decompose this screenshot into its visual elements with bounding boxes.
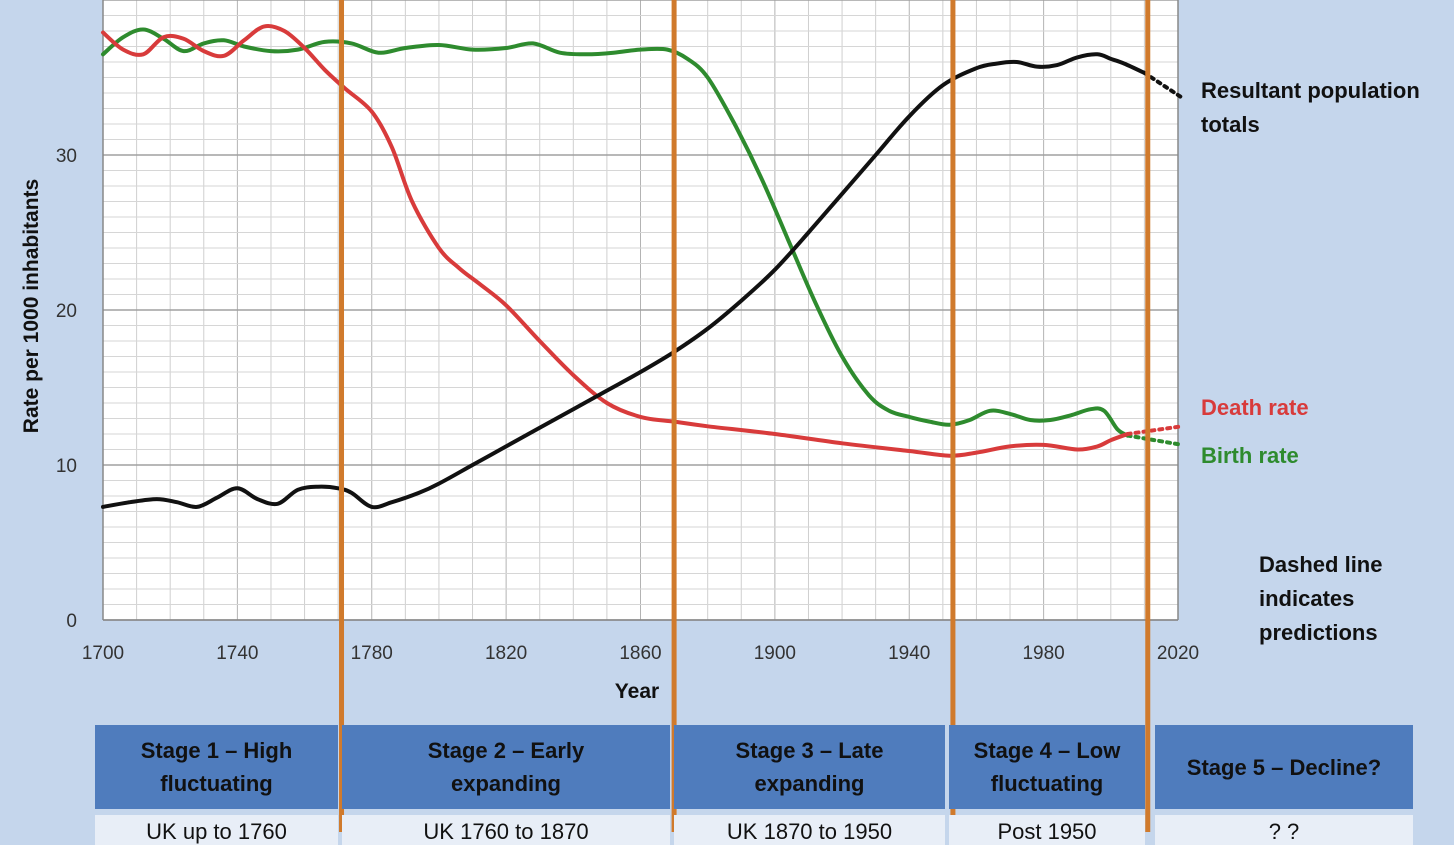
- stage-1-line1: Stage 1 – High: [140, 738, 293, 763]
- x-tick-label: 1940: [888, 643, 930, 664]
- x-tick-label: 1820: [485, 643, 527, 664]
- x-tick-label: 1900: [754, 643, 796, 664]
- stage-2-header: Stage 2 – Early expanding: [342, 725, 670, 809]
- stage-2-period: UK 1760 to 1870: [342, 815, 670, 845]
- y-axis-title: Rate per 1000 inhabitants: [20, 179, 43, 433]
- population-prediction: [1142, 70, 1184, 100]
- stage-boundaries: [339, 0, 1151, 832]
- death-rate-label: Death rate: [1201, 395, 1309, 420]
- stage-5-header: Stage 5 – Decline?: [1155, 725, 1413, 809]
- x-tick-label: 1700: [82, 643, 124, 664]
- x-axis-title: Year: [615, 680, 659, 703]
- birth-rate-line: [101, 27, 1130, 438]
- stage-3-header: Stage 3 – Late expanding: [674, 725, 945, 809]
- stage-4-period: Post 1950: [949, 815, 1145, 845]
- stage-5-period: ? ?: [1155, 815, 1413, 845]
- stage-table: Stage 1 – High fluctuating Stage 2 – Earl…: [93, 725, 1415, 845]
- stage-3-period: UK 1870 to 1950: [674, 815, 945, 845]
- birth-rate-label: Birth rate: [1201, 443, 1299, 468]
- stage-1-line2: fluctuating: [160, 771, 273, 796]
- x-tick-label: 1860: [619, 643, 661, 664]
- stage-5-line1: Stage 5 – Decline?: [1186, 754, 1382, 780]
- birth-rate-prediction: [1125, 433, 1184, 447]
- stage-4-line1: Stage 4 – Low: [973, 738, 1121, 763]
- death-rate-prediction: [1125, 424, 1184, 436]
- stage-2-line2: expanding: [450, 771, 561, 796]
- stage-2-line1: Stage 2 – Early: [427, 738, 585, 763]
- axes: 1700 1740 1780 1820 1860 1900 1940 1980 2020 0 10 2…: [56, 0, 1199, 664]
- x-tick-label: 1780: [351, 643, 393, 664]
- y-tick-label: 10: [56, 456, 77, 477]
- x-tick-label: 1740: [216, 643, 258, 664]
- stage-4-header: Stage 4 – Low fluctuating: [949, 725, 1145, 809]
- population-line: [101, 52, 1147, 510]
- stage-3-line2: expanding: [754, 771, 865, 796]
- stage-1-header: Stage 1 – High fluctuating: [95, 725, 338, 809]
- dashed-line-note: Dashed line indicates predictions: [1259, 548, 1382, 650]
- stage-3-line1: Stage 3 – Late: [735, 738, 884, 763]
- population-label: Resultant population totals: [1201, 74, 1420, 142]
- y-tick-label: 20: [56, 301, 77, 322]
- population-label-line2: totals: [1201, 112, 1260, 137]
- y-tick-label: 30: [56, 146, 77, 167]
- stage-4-line2: fluctuating: [990, 771, 1104, 796]
- population-label-line1: Resultant population: [1201, 78, 1420, 103]
- x-tick-label: 1980: [1022, 643, 1064, 664]
- x-tick-label: 2020: [1157, 643, 1199, 664]
- dashed-note-line1: Dashed line: [1259, 552, 1383, 577]
- stage-1-period: UK up to 1760: [95, 815, 338, 845]
- series-lines: [101, 23, 1184, 510]
- dashed-note-line2: indicates: [1259, 586, 1355, 611]
- y-tick-label: 0: [66, 611, 77, 632]
- dashed-note-line3: predictions: [1259, 620, 1378, 645]
- death-rate-line: [101, 23, 1130, 458]
- grid: [102, 0, 1179, 621]
